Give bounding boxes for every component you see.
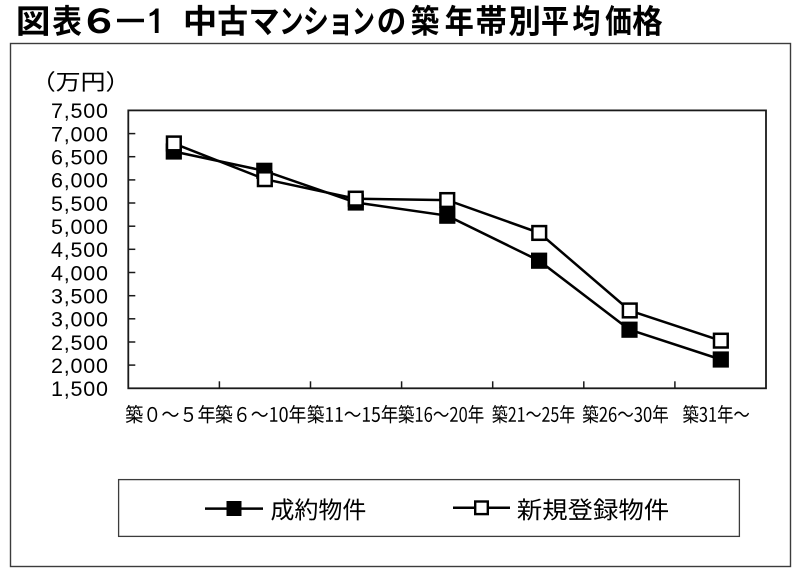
svg-text:4,500: 4,500 [51,238,108,262]
svg-text:6,000: 6,000 [51,169,108,193]
svg-text:6,500: 6,500 [51,146,108,170]
svg-text:3,000: 3,000 [51,308,108,332]
svg-text:5,500: 5,500 [51,192,108,216]
svg-text:3,500: 3,500 [51,285,108,309]
svg-text:7,500: 7,500 [51,99,108,123]
svg-text:7,000: 7,000 [51,122,108,146]
svg-text:4,000: 4,000 [51,261,108,285]
svg-text:2,000: 2,000 [51,354,108,378]
svg-text:2,500: 2,500 [51,331,108,355]
svg-text:1,500: 1,500 [51,377,108,401]
svg-text:5,000: 5,000 [51,215,108,239]
